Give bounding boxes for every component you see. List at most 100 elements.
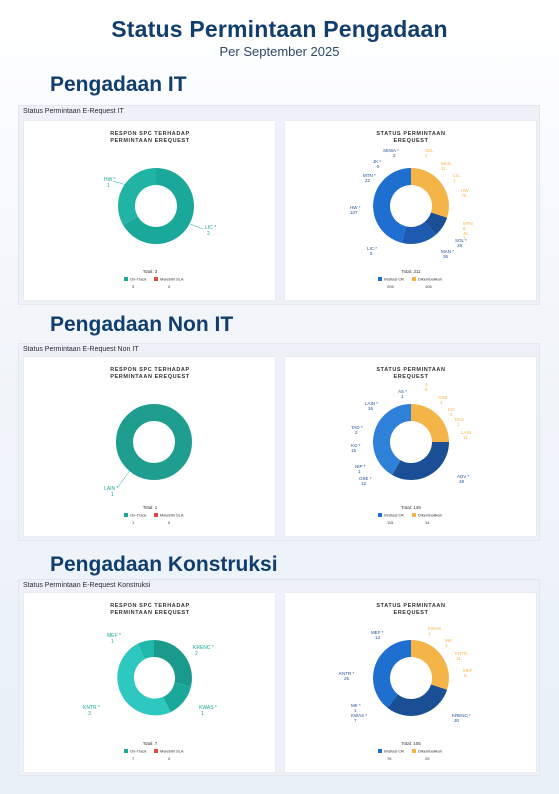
legend-swatch-ontrack: [124, 749, 128, 753]
legend-value-dikembalikan: 29: [425, 756, 430, 761]
label-eks-o-value: 1: [457, 422, 460, 427]
label-lic-o-value: 1: [453, 178, 456, 183]
slice-hw: [118, 168, 156, 225]
legend-swatch-dikembalikan: [412, 277, 416, 281]
chart-title-line2: EREQUEST: [393, 374, 428, 380]
label-tad-value: 2: [355, 430, 358, 435]
label-mk-o: MK: [445, 638, 452, 643]
label-hw: HW *: [350, 205, 361, 210]
leader-hw: [112, 180, 134, 188]
label-hw-value: 1: [107, 183, 110, 189]
label-kwas-value: 7: [354, 718, 357, 723]
legend-value-ontrack: 7: [132, 756, 135, 761]
legend-swatch-sla: [154, 277, 158, 281]
label-kwas-o: KWAS: [428, 626, 441, 631]
page-title: Status Permintaan Pengadaan: [111, 16, 448, 42]
label-mef: MEF *: [371, 630, 384, 635]
chart-card-respon-nonit: RESPON SPC TERHADAP PERMINTAAN EREQUEST …: [24, 357, 275, 536]
section-title-it: Pengadaan IT: [50, 73, 187, 96]
label-mtn-o-value: 6: [463, 226, 466, 231]
label-s-o-value: 5: [425, 387, 428, 392]
label-lain-value: 26: [368, 406, 374, 411]
legend-value-ontrack: 3: [132, 284, 135, 289]
chart-total: Total: 105: [401, 741, 421, 746]
label-s-o: S: [425, 382, 428, 387]
chart-card-respon-konstruksi: RESPON SPC TERHADAP PERMINTAAN EREQUEST …: [24, 593, 275, 772]
label-mef-value: 1: [111, 639, 114, 645]
legend-swatch-ontrack: [124, 513, 128, 517]
chart-title-line1: RESPON SPC TERHADAP: [110, 131, 190, 137]
label-sewa: SEWA *: [383, 148, 399, 153]
donut-chart-respon-konstruksi: RESPON SPC TERHADAP PERMINTAAN EREQUEST …: [83, 603, 217, 761]
label-mk: MK *: [351, 703, 361, 708]
label-krenc-value: 2: [195, 651, 198, 657]
label-lic-o: LIC: [453, 173, 461, 178]
slice-blue-main: [373, 640, 411, 708]
chart-title-line2: PERMINTAAN EREQUEST: [110, 374, 189, 380]
chart-total: Total: 149: [401, 505, 421, 510]
panel-label: Status Permintaan E-Request Non IT: [23, 346, 139, 353]
chart-title-line1: STATUS PERMINTAAN: [376, 131, 445, 137]
label-lic: LIC *: [205, 225, 216, 231]
chart-title-line2: PERMINTAAN EREQUEST: [110, 610, 189, 616]
slice-adv: [392, 442, 449, 480]
label-mef-o: MEF: [463, 668, 473, 673]
label-mtn: MTN *: [363, 173, 376, 178]
chart-card-status-it: STATUS PERMINTAAN EREQUEST HW * 107 MTN …: [285, 121, 536, 300]
label-man-o-value: 11: [441, 166, 446, 171]
legend-swatch-inisiasi: [378, 277, 382, 281]
label-lain-o-value: 11: [463, 435, 468, 440]
slice-man: [402, 221, 436, 244]
label-man-value: 36: [443, 254, 449, 259]
label-mef-value: 13: [375, 635, 381, 640]
slice-lain: [116, 404, 192, 480]
donut-chart-status-it: STATUS PERMINTAAN EREQUEST HW * 107 MTN …: [350, 131, 473, 289]
donut-chart-respon-nonit: RESPON SPC TERHADAP PERMINTAAN EREQUEST …: [104, 367, 192, 525]
slice-krenc: [387, 684, 448, 716]
chart-title-line1: RESPON SPC TERHADAP: [110, 367, 190, 373]
legend-value-sla: 0: [168, 284, 171, 289]
legend-swatch-ontrack: [124, 277, 128, 281]
label-ko-o: KO: [448, 407, 455, 412]
label-kntr-o-value: 11: [456, 656, 461, 661]
chart-total: Total: 3: [143, 269, 158, 274]
legend-swatch-inisiasi: [378, 749, 382, 753]
chart-card-status-nonit: STATUS PERMINTAAN EREQUEST AS * 1 LAIN *…: [285, 357, 536, 536]
label-kwas: KWAS *: [199, 705, 217, 711]
donut-chart-status-nonit: STATUS PERMINTAAN EREQUEST AS * 1 LAIN *…: [351, 367, 471, 525]
legend-swatch-inisiasi: [378, 513, 382, 517]
legend-value-inisiasi: 115: [387, 520, 394, 525]
panel-label: Status Permintaan E-Request IT: [23, 108, 124, 115]
chart-title-line2: EREQUEST: [393, 138, 428, 144]
legend-label-dikembalikan: Dikembalikan: [418, 277, 442, 282]
label-lain: LAIN *: [365, 401, 378, 406]
label-mk-value: 1: [354, 708, 357, 713]
label-hw-o: HW: [461, 188, 469, 193]
label-kntr: KNTR *: [339, 671, 355, 676]
chart-total: Total: 7: [143, 741, 158, 746]
label-tad: TAD *: [351, 425, 363, 430]
leader-lain: [117, 468, 132, 488]
label-ose-value: 12: [361, 481, 367, 486]
leader-lic: [189, 223, 204, 230]
legend-swatch-dikembalikan: [412, 749, 416, 753]
label-kntr-value: 3: [88, 711, 91, 717]
legend-value-dikembalikan: 106: [425, 284, 432, 289]
page-header: Status Permintaan Pengadaan Per Septembe…: [0, 16, 559, 59]
label-adv-value: 48: [459, 479, 465, 484]
label-adv: ADV *: [457, 474, 470, 479]
page-subtitle: Per September 2025: [219, 44, 340, 59]
legend-label-dikembalikan: Dikembalikan: [418, 749, 442, 754]
label-kwas: KWAS *: [351, 713, 367, 718]
label-lain: LAIN *: [104, 486, 119, 492]
label-lic-value: 2: [207, 231, 210, 237]
chart-title-line1: RESPON SPC TERHADAP: [110, 603, 190, 609]
label-jk-o: JK: [463, 231, 468, 236]
label-hw-o-value: 79: [461, 193, 467, 198]
label-mef: MEF *: [107, 633, 121, 639]
slice-orange: [411, 404, 449, 442]
label-mef-o-value: 5: [464, 673, 467, 678]
panel-nonit: Status Permintaan E-Request Non IT RESPO…: [18, 343, 540, 541]
legend-value-dikembalikan: 34: [425, 520, 430, 525]
legend-label-dikembalikan: Dikembalikan: [418, 513, 442, 518]
